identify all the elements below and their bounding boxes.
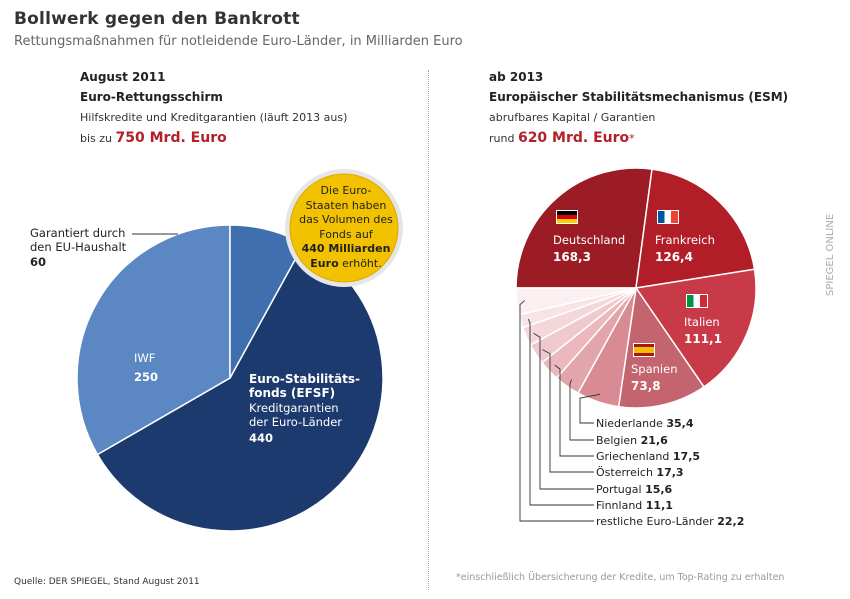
germany-flag-icon [556,210,578,224]
esm-slice-frankreich [635,168,756,289]
left-date: August 2011 [80,70,166,84]
esm-callout-restliche-euro-länder: restliche Euro-Länder 22,2 [519,300,744,528]
spain-flag-icon [633,343,655,357]
esm-callout-portugal: Portugal 15,6 [533,332,673,496]
spiegel-online-logo: SPIEGEL ONLINE [825,214,836,296]
right-amount-line: rund 620 Mrd. Euro* [489,130,635,146]
esm-slice-restliche-euro-länder [515,287,637,316]
esm-callout-niederlande: Niederlande 35,4 [579,393,694,430]
svg-text:73,8: 73,8 [631,379,661,393]
volume-badge-text: Die Euro- Staaten haben das Volumen des … [287,184,405,271]
svg-text:Frankreich: Frankreich [655,233,715,247]
svg-text:Belgien 21,6: Belgien 21,6 [596,434,668,447]
iwf-slice-label: IWF 250 [134,351,158,384]
svg-text:Kreditgarantien: Kreditgarantien [249,401,339,415]
svg-text:fonds (EFSF): fonds (EFSF) [249,386,335,400]
esm-label-deutschland: Deutschland 168,3 [553,233,625,264]
brand-text: SPIEGEL ONLINE [825,214,836,296]
esm-callout-griechenland: Griechenland 17,5 [554,364,700,463]
esm-label-frankreich: Frankreich 126,4 [655,233,715,264]
footnote: *einschließlich Übersicherung der Kredit… [456,572,785,583]
badge-line6: Euro erhöht. [287,257,405,272]
left-amount: 750 Mrd. Euro [115,130,227,146]
left-amount-line: bis zu 750 Mrd. Euro [80,130,227,146]
badge-disc [289,173,399,283]
column-divider [428,70,429,590]
badge-bold1: 440 Milliarden [301,242,391,255]
badge-line3: das Volumen des [299,213,393,226]
efsf-slice-0 [96,242,384,532]
badge-line1: Die Euro- [320,184,372,197]
efsf-value-label: 440 [249,431,273,445]
svg-text:Niederlande 35,4: Niederlande 35,4 [596,417,694,430]
chart-subtitle: Rettungsmaßnahmen für notleidende Euro-L… [14,34,463,49]
badge-tail: erhöht. [338,256,382,270]
badge-bold2: Euro [310,256,339,270]
right-date: ab 2013 [489,70,544,84]
france-flag-icon [657,210,679,224]
svg-text:Portugal 15,6: Portugal 15,6 [596,483,673,496]
svg-text:Griechenland 17,5: Griechenland 17,5 [596,450,700,463]
right-amount-prefix: rund [489,132,515,145]
esm-pie-chart: Deutschland 168,3 Frankreich 126,4 Italien 11… [515,167,757,528]
svg-text:Finnland 11,1: Finnland 11,1 [596,499,673,512]
esm-callout-österreich: Österreich 17,3 [542,349,684,479]
svg-text:Italien: Italien [684,315,720,329]
svg-text:restliche Euro-Länder 22,2: restliche Euro-Länder 22,2 [596,515,744,528]
left-desc: Hilfskredite und Kreditgarantien (läuft … [80,111,348,124]
badge-line4: Fonds auf [319,227,373,241]
source-note: Quelle: DER SPIEGEL, Stand August 2011 [14,577,200,587]
badge-line2: Staaten haben [305,198,387,212]
chart-title: Bollwerk gegen den Bankrott [14,9,300,29]
efsf-slice-1 [76,224,231,456]
right-desc: abrufbares Kapital / Garantien [489,111,656,124]
svg-text:126,4: 126,4 [655,250,693,264]
esm-slice-spanien [617,285,705,409]
esm-label-italien: Italien 111,1 [684,315,722,346]
svg-text:Österreich 17,3: Österreich 17,3 [596,466,684,479]
italy-flag-icon [686,294,708,308]
right-amount-mark: * [629,132,635,145]
right-amount: 620 Mrd. Euro [517,130,630,146]
svg-text:111,1: 111,1 [684,332,722,346]
efsf-pie-chart: Euro-Stabilitäts-fonds (EFSF)Kreditgaran… [30,224,384,532]
svg-text:Garantiert durch: Garantiert durch [30,226,125,240]
esm-callout-finnland: Finnland 11,1 [527,318,673,512]
iwf-value-label: 250 [134,370,158,384]
esm-callout-belgien: Belgien 21,6 [569,379,668,447]
right-name: Europäischer Stabilitätsmechanismus (ESM… [489,90,789,104]
esm-label-spanien: Spanien 73,8 [631,362,678,393]
svg-text:Spanien: Spanien [631,362,678,376]
efsf-slice-label: Euro-Stabilitäts-fonds (EFSF)Kreditgaran… [249,372,360,445]
svg-text:168,3: 168,3 [553,250,591,264]
svg-text:Euro-Stabilitäts-: Euro-Stabilitäts- [249,372,360,386]
esm-slice-italien [634,268,757,388]
left-amount-prefix: bis zu [80,132,113,145]
left-name: Euro-Rettungsschirm [80,90,223,104]
svg-text:Deutschland: Deutschland [553,233,625,247]
svg-text:IWF: IWF [134,351,155,365]
eu-value-label: 60 [30,255,46,269]
volume-badge [285,169,403,287]
svg-text:den EU-Haushalt: den EU-Haushalt [30,240,127,254]
svg-text:der Euro-Länder: der Euro-Länder [249,415,342,429]
esm-slice-deutschland [515,167,653,289]
